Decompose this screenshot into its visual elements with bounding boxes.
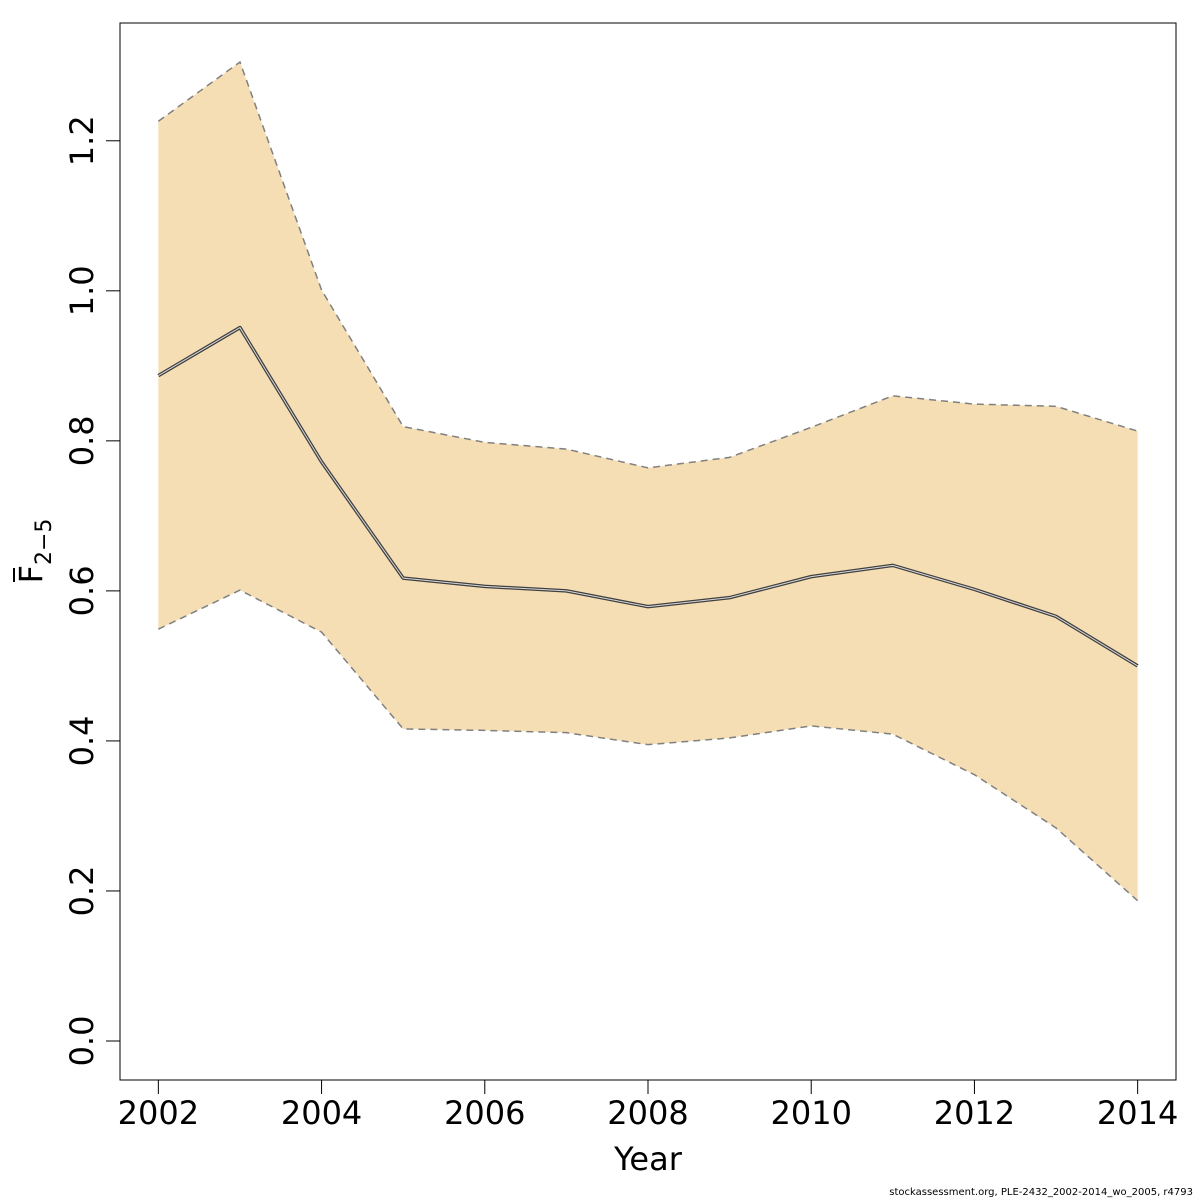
confidence-band-layer (157, 60, 1139, 902)
x-tick-label: 2008 (607, 1094, 688, 1132)
y-tick-label: 1.2 (63, 115, 101, 166)
x-tick-label: 2004 (281, 1094, 362, 1132)
x-tick-label: 2012 (934, 1094, 1015, 1132)
confidence-band (158, 62, 1138, 901)
x-axis-title: Year (613, 1140, 683, 1178)
y-axis: 0.0 0.2 0.4 0.6 0.8 1.0 1.2 (63, 115, 121, 1067)
lower-bound-line (158, 589, 1139, 902)
y-tick-label: 1.0 (63, 265, 101, 316)
x-tick-label: 2006 (444, 1094, 525, 1132)
estimate-line-layer (157, 325, 1139, 668)
y-axis-title-subscript: 2−5 (32, 519, 57, 565)
y-axis-title-base: F (12, 565, 50, 583)
y-tick-label: 0.8 (63, 415, 101, 466)
y-tick-label: 0.2 (63, 866, 101, 917)
svg-text:F2−5: F2−5 (12, 519, 57, 584)
y-axis-title: F2−5 (12, 519, 57, 584)
y-tick-label: 0.4 (63, 715, 101, 766)
y-tick-label: 0.0 (63, 1016, 101, 1067)
y-tick-label: 0.6 (63, 565, 101, 616)
x-axis: 2002 2004 2006 2008 2010 2012 2014 (118, 1079, 1178, 1132)
x-tick-label: 2014 (1097, 1094, 1178, 1132)
x-tick-label: 2002 (118, 1094, 199, 1132)
source-footnote: stockassessment.org, PLE-2432_2002-2014_… (889, 1187, 1193, 1198)
x-tick-label: 2010 (770, 1094, 851, 1132)
upper-bound-line (157, 60, 1138, 469)
